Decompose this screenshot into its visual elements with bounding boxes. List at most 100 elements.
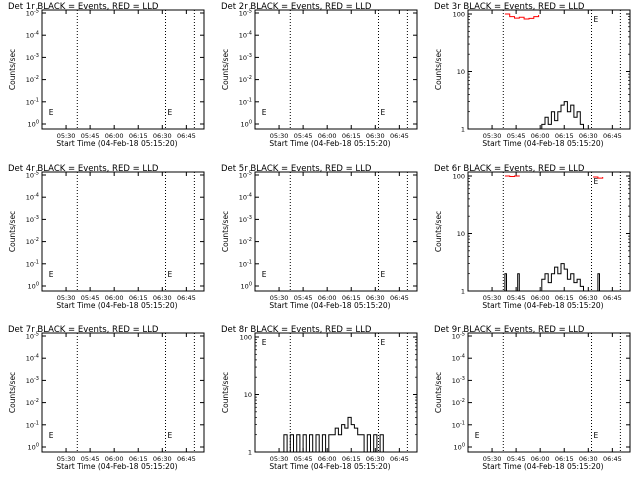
event-marker: E — [49, 108, 54, 117]
event-marker: E — [168, 431, 173, 440]
event-marker: E — [475, 431, 480, 440]
x-tick-label: 06:00 — [105, 455, 124, 463]
y-axis-label: Counts/sec — [221, 211, 230, 252]
x-tick-label: 05:45 — [507, 294, 526, 302]
x-axis-label: Start Time (04-Feb-18 05:15:20) — [269, 301, 390, 310]
event-marker: E — [262, 270, 267, 279]
panel-title: Det 3r BLACK = Events, RED = LLD — [434, 2, 585, 12]
x-tick-label: 06:15 — [555, 294, 574, 302]
y-tick-label: 10-2 — [452, 398, 465, 407]
x-tick-label: 05:30 — [483, 132, 502, 140]
x-tick-label: 06:30 — [366, 294, 385, 302]
lld-series — [504, 175, 520, 177]
x-tick-label: 06:45 — [390, 294, 409, 302]
y-tick-label: 10-1 — [26, 420, 39, 429]
panel-title: Det 8r BLACK = Events, RED = LLD — [221, 325, 372, 335]
y-tick-label: 10-4 — [452, 354, 465, 363]
y-tick-label: 10-1 — [26, 97, 39, 106]
x-tick-label: 05:45 — [507, 132, 526, 140]
y-tick-label: 10-3 — [26, 215, 39, 224]
y-tick-label: 10-4 — [26, 193, 39, 202]
x-tick-label: 05:45 — [81, 294, 100, 302]
y-tick-label: 10-1 — [239, 97, 252, 106]
y-tick-label: 10-5 — [26, 332, 39, 341]
plot-frame — [41, 171, 205, 292]
x-axis-label: Start Time (04-Feb-18 05:15:20) — [56, 139, 177, 148]
panel-title: Det 2r BLACK = Events, RED = LLD — [221, 2, 372, 12]
y-tick-label: 100 — [28, 443, 39, 452]
y-tick-label: 10-1 — [239, 259, 252, 268]
y-tick-label: 10 — [457, 68, 465, 76]
y-tick-label: 10 — [244, 391, 252, 399]
event-marker: E — [594, 177, 599, 186]
x-tick-label: 05:30 — [270, 132, 289, 140]
x-tick-label: 06:15 — [342, 455, 361, 463]
plot-frame — [467, 332, 631, 453]
y-tick-label: 10-1 — [26, 259, 39, 268]
x-axis-label: Start Time (04-Feb-18 05:15:20) — [482, 462, 603, 471]
x-tick-label: 05:30 — [270, 455, 289, 463]
y-tick-label: 10-5 — [26, 171, 39, 180]
x-tick-label: 05:30 — [57, 132, 76, 140]
y-axis-label: Counts/sec — [434, 372, 443, 413]
panel-det-1: Det 1r BLACK = Events, RED = LLD 100 10-1 1… — [8, 2, 205, 148]
y-tick-label: 100 — [28, 120, 39, 129]
panel-title: Det 1r BLACK = Events, RED = LLD — [8, 2, 159, 12]
x-tick-label: 05:45 — [81, 455, 100, 463]
y-tick-label: 10-4 — [239, 31, 252, 40]
plot-frame — [254, 9, 418, 130]
x-tick-label: 06:45 — [390, 455, 409, 463]
x-tick-label: 05:45 — [507, 455, 526, 463]
x-tick-label: 06:30 — [579, 455, 598, 463]
y-tick-label: 10-2 — [26, 398, 39, 407]
events-series — [537, 101, 584, 130]
x-tick-label: 05:45 — [294, 294, 313, 302]
x-tick-label: 05:30 — [270, 294, 289, 302]
event-marker: E — [381, 338, 386, 347]
x-axis-label: Start Time (04-Feb-18 05:15:20) — [269, 462, 390, 471]
x-tick-label: 06:45 — [177, 294, 196, 302]
plot-frame — [41, 332, 205, 453]
y-tick-label: 10-3 — [26, 53, 39, 62]
x-tick-label: 06:45 — [177, 132, 196, 140]
x-tick-label: 06:45 — [603, 294, 622, 302]
x-tick-label: 06:30 — [153, 294, 172, 302]
x-tick-label: 05:45 — [81, 132, 100, 140]
x-tick-label: 05:45 — [294, 455, 313, 463]
panel-det-7: Det 7r BLACK = Events, RED = LLD 100 10-1 1… — [8, 325, 205, 471]
x-tick-label: 06:00 — [318, 132, 337, 140]
y-tick-label: 10-5 — [452, 332, 465, 341]
y-tick-label: 10-3 — [452, 376, 465, 385]
events-series — [280, 416, 384, 453]
lld-series — [593, 176, 604, 179]
y-tick-label: 100 — [453, 11, 465, 19]
y-axis-label: Counts/sec — [221, 372, 230, 413]
x-tick-label: 06:15 — [555, 455, 574, 463]
y-tick-label: 100 — [454, 443, 465, 452]
y-tick-label: 10-2 — [239, 75, 252, 84]
y-tick-label: 10-5 — [239, 171, 252, 180]
panel-det-4: Det 4r BLACK = Events, RED = LLD 100 10-1 1… — [8, 164, 205, 310]
event-marker: E — [381, 270, 386, 279]
y-tick-label: 10-2 — [26, 75, 39, 84]
panel-det-2: Det 2r BLACK = Events, RED = LLD 100 10-1 1… — [221, 2, 418, 148]
event-marker: E — [168, 270, 173, 279]
x-tick-label: 06:00 — [105, 294, 124, 302]
panel-title: Det 6r BLACK = Events, RED = LLD — [434, 164, 585, 174]
y-axis-label: Counts/sec — [8, 372, 17, 413]
plot-frame — [41, 9, 205, 130]
event-marker: E — [49, 270, 54, 279]
x-tick-label: 06:15 — [342, 294, 361, 302]
plot-frame — [254, 332, 418, 453]
y-tick-label: 10-4 — [26, 354, 39, 363]
x-tick-label: 06:15 — [555, 132, 574, 140]
x-tick-label: 05:30 — [57, 294, 76, 302]
x-tick-label: 06:45 — [603, 132, 622, 140]
panel-det-5: Det 5r BLACK = Events, RED = LLD 100 10-1 1… — [221, 164, 418, 310]
x-tick-label: 06:30 — [579, 294, 598, 302]
x-tick-label: 06:15 — [129, 455, 148, 463]
y-tick-label: 10-5 — [239, 9, 252, 18]
event-marker: E — [262, 108, 267, 117]
